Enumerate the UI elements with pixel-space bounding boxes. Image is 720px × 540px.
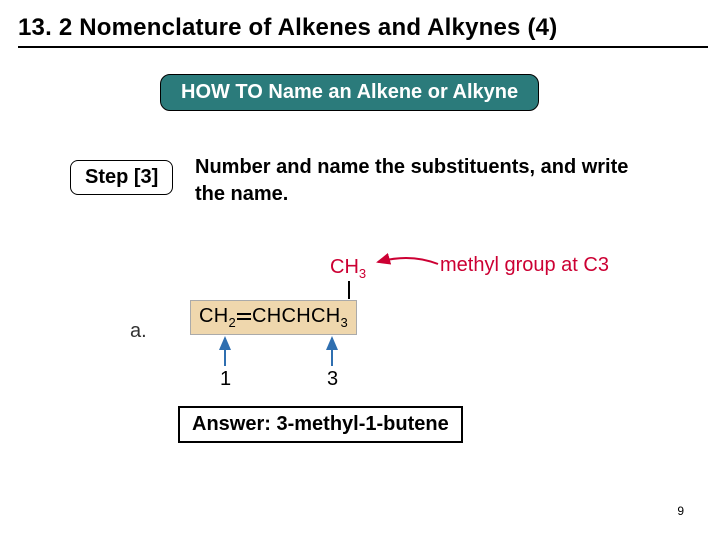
page-number: 9 <box>677 504 684 518</box>
substituent-base: CH <box>330 256 359 278</box>
bond-stick <box>348 281 350 299</box>
formula-p1: CH <box>199 305 229 327</box>
main-chain-formula: CH2 CHCHCH3 <box>190 300 357 335</box>
section-title: 13. 2 Nomenclature of Alkenes and Alkyne… <box>18 14 708 48</box>
substituent-ch3: CH3 <box>330 256 366 281</box>
answer-prefix: Answer: <box>192 413 271 435</box>
carbon-number-3: 3 <box>327 368 338 391</box>
item-label-a: a. <box>130 320 147 343</box>
step-badge: Step [3] <box>70 160 173 195</box>
answer-name: 3-methyl-1-butene <box>271 413 449 435</box>
step-instruction: Number and name the substituents, and wr… <box>195 154 635 208</box>
answer-box: Answer: 3-methyl-1-butene <box>178 406 463 443</box>
slide: 13. 2 Nomenclature of Alkenes and Alkyne… <box>0 0 720 540</box>
howto-banner: HOW TO Name an Alkene or Alkyne <box>160 74 539 111</box>
structure-diagram: a. CH3 CH2CHCHCH3 methyl group at C3 1 3… <box>130 250 650 450</box>
double-bond-icon <box>237 313 251 320</box>
formula-p2: CHCHCH <box>252 305 340 327</box>
carbon-number-1: 1 <box>220 368 231 391</box>
arrow-red <box>378 258 438 264</box>
methyl-annotation: methyl group at C3 <box>440 254 609 277</box>
formula-p2s: 3 <box>341 315 349 330</box>
formula-p1s: 2 <box>229 315 237 330</box>
substituent-sub: 3 <box>359 266 366 281</box>
